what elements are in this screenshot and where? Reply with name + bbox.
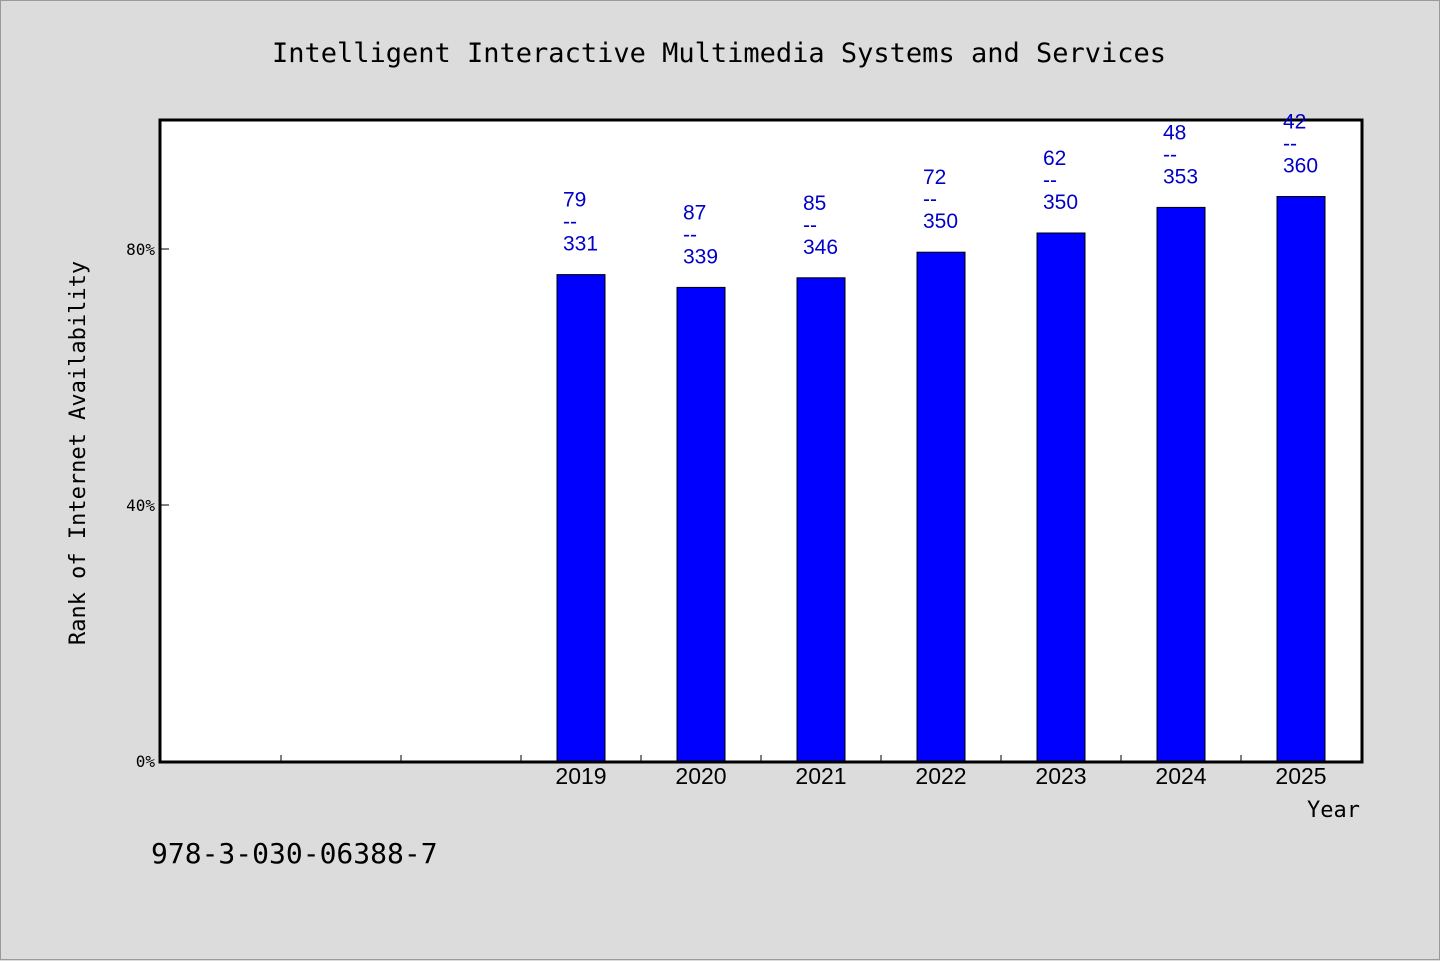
x-axis: 2019 2020 2021 2022 2023 2024 2025 bbox=[280, 755, 1327, 789]
data-label-bottom-2024: 353 bbox=[1163, 165, 1198, 188]
data-label-separator-2022: -- bbox=[923, 188, 937, 211]
x-category-label-2022: 2022 bbox=[915, 763, 966, 789]
data-label-top-2020: 87 bbox=[683, 201, 706, 224]
data-label-top-2019: 79 bbox=[563, 189, 586, 212]
data-label-top-2024: 48 bbox=[1163, 121, 1186, 144]
data-label-separator-2019: -- bbox=[563, 211, 577, 234]
data-label-bottom-2021: 346 bbox=[803, 236, 838, 259]
chart-title: Intelligent Interactive Multimedia Syste… bbox=[272, 38, 1166, 69]
bar-2020 bbox=[676, 286, 726, 762]
x-category-label-2025: 2025 bbox=[1275, 763, 1326, 789]
bar-2021 bbox=[796, 277, 846, 762]
bar-2025 bbox=[1276, 196, 1326, 762]
x-category-label-2020: 2020 bbox=[675, 763, 726, 789]
y-axis-title: Rank of Internet Availability bbox=[66, 261, 91, 645]
bar-2024 bbox=[1156, 206, 1206, 762]
data-label-separator-2023: -- bbox=[1043, 169, 1057, 192]
bar-2022 bbox=[916, 251, 966, 762]
data-label-bottom-2019: 331 bbox=[563, 233, 598, 256]
bars-group bbox=[556, 196, 1326, 762]
y-axis: 0% 40% 80% bbox=[126, 240, 169, 771]
y-tick-label: 80% bbox=[126, 240, 155, 259]
data-label-separator-2021: -- bbox=[803, 214, 817, 237]
bar-2023 bbox=[1036, 232, 1086, 762]
data-label-top-2023: 62 bbox=[1043, 147, 1066, 170]
data-label-top-2025: 42 bbox=[1283, 111, 1306, 134]
footer-note: 978-3-030-06388-7 bbox=[151, 837, 438, 870]
x-axis-title: Year bbox=[1307, 798, 1360, 823]
x-category-label-2023: 2023 bbox=[1035, 763, 1086, 789]
x-category-label-2019: 2019 bbox=[555, 763, 606, 789]
bar-2019 bbox=[556, 274, 606, 762]
y-tick-label: 0% bbox=[136, 752, 156, 771]
data-label-bottom-2025: 360 bbox=[1283, 155, 1318, 178]
x-category-label-2021: 2021 bbox=[795, 763, 846, 789]
data-label-separator-2020: -- bbox=[683, 223, 697, 246]
data-label-bottom-2022: 350 bbox=[923, 210, 958, 233]
data-label-separator-2024: -- bbox=[1163, 143, 1177, 166]
data-label-bottom-2020: 339 bbox=[683, 245, 718, 268]
data-label-separator-2025: -- bbox=[1283, 133, 1297, 156]
data-label-top-2021: 85 bbox=[803, 192, 826, 215]
data-label-bottom-2023: 350 bbox=[1043, 191, 1078, 214]
y-tick-label: 40% bbox=[126, 496, 155, 515]
data-label-top-2022: 72 bbox=[923, 166, 946, 189]
data-labels-group: 79--33187--33985--34672--35062--35048--3… bbox=[563, 111, 1318, 269]
x-category-label-2024: 2024 bbox=[1155, 763, 1206, 789]
